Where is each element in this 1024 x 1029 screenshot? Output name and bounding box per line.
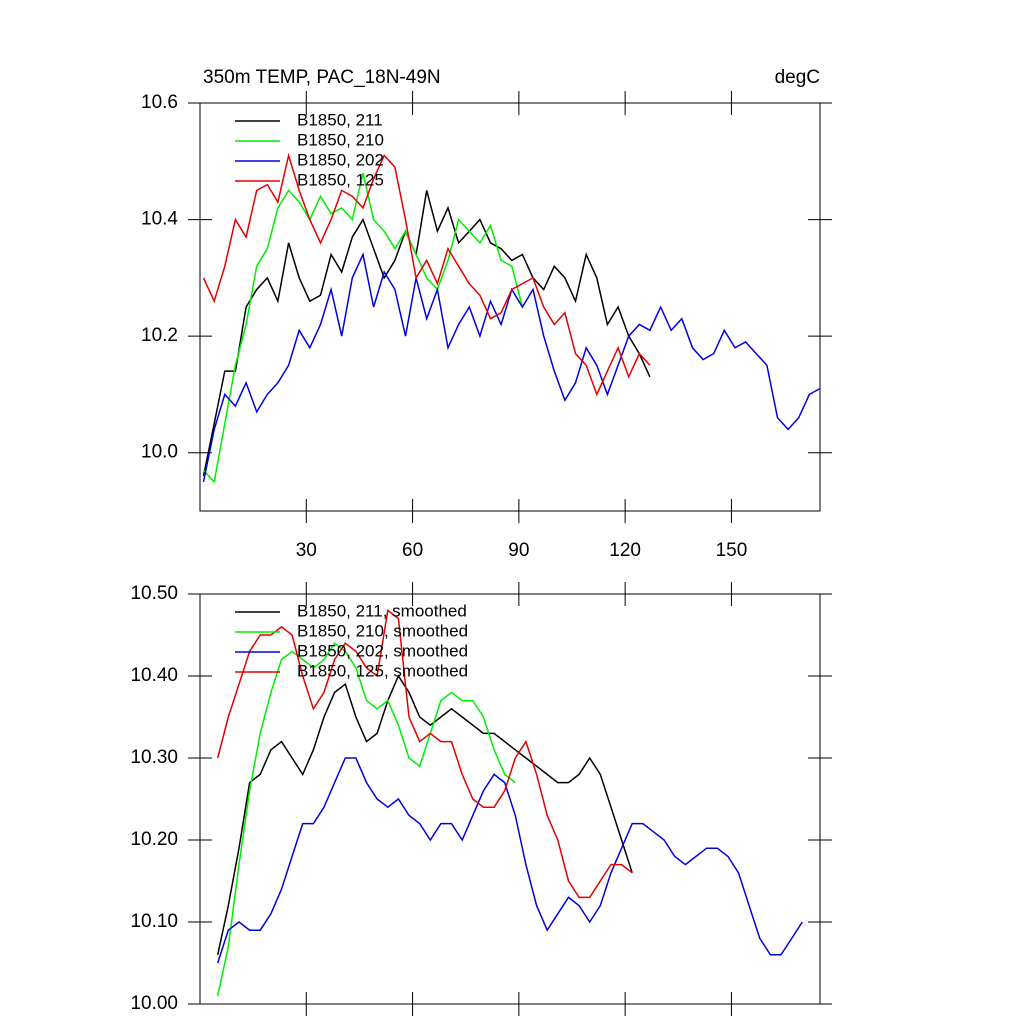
series-line (216, 609, 633, 899)
x-tick-label: 60 (402, 540, 423, 561)
legend-label: B1850, 202, smoothed (297, 641, 468, 660)
y-tick-label: 10.10 (130, 911, 178, 932)
y-tick-label: 10.0 (141, 442, 178, 463)
series-line (216, 674, 633, 955)
series-line (202, 152, 651, 397)
series-line (202, 190, 651, 477)
legend-label: B1850, 210, smoothed (297, 621, 468, 640)
x-tick-label: 150 (716, 540, 748, 561)
y-tick-label: 10.50 (130, 583, 178, 604)
legend-label: B1850, 125, smoothed (297, 661, 468, 680)
x-tick-label: 30 (296, 540, 317, 561)
y-tick-label: 10.2 (141, 325, 178, 346)
y-tick-label: 10.00 (130, 993, 178, 1014)
legend-label: B1850, 210 (297, 130, 384, 149)
y-tick-label: 10.20 (130, 829, 178, 850)
x-tick-label: 90 (508, 540, 529, 561)
legend-label: B1850, 211 (297, 110, 383, 129)
chart-title: 350m TEMP, PAC_18N-49N (203, 67, 441, 88)
series-line (216, 642, 516, 996)
plot-frame (199, 102, 821, 512)
series-line (202, 252, 821, 483)
legend-label: B1850, 125 (297, 170, 384, 189)
series-line (202, 172, 524, 484)
x-tick-label: 120 (609, 540, 641, 561)
y-tick-label: 10.30 (130, 747, 178, 768)
legend-label: B1850, 202 (297, 150, 384, 169)
y-tick-label: 10.6 (141, 92, 178, 113)
y-tick-label: 10.4 (141, 209, 178, 230)
series-line (216, 757, 803, 964)
plot-frame (199, 593, 821, 1005)
y-tick-label: 10.40 (130, 665, 178, 686)
legend-label: B1850, 211, smoothed (297, 601, 467, 620)
units-label: degC (775, 67, 820, 88)
